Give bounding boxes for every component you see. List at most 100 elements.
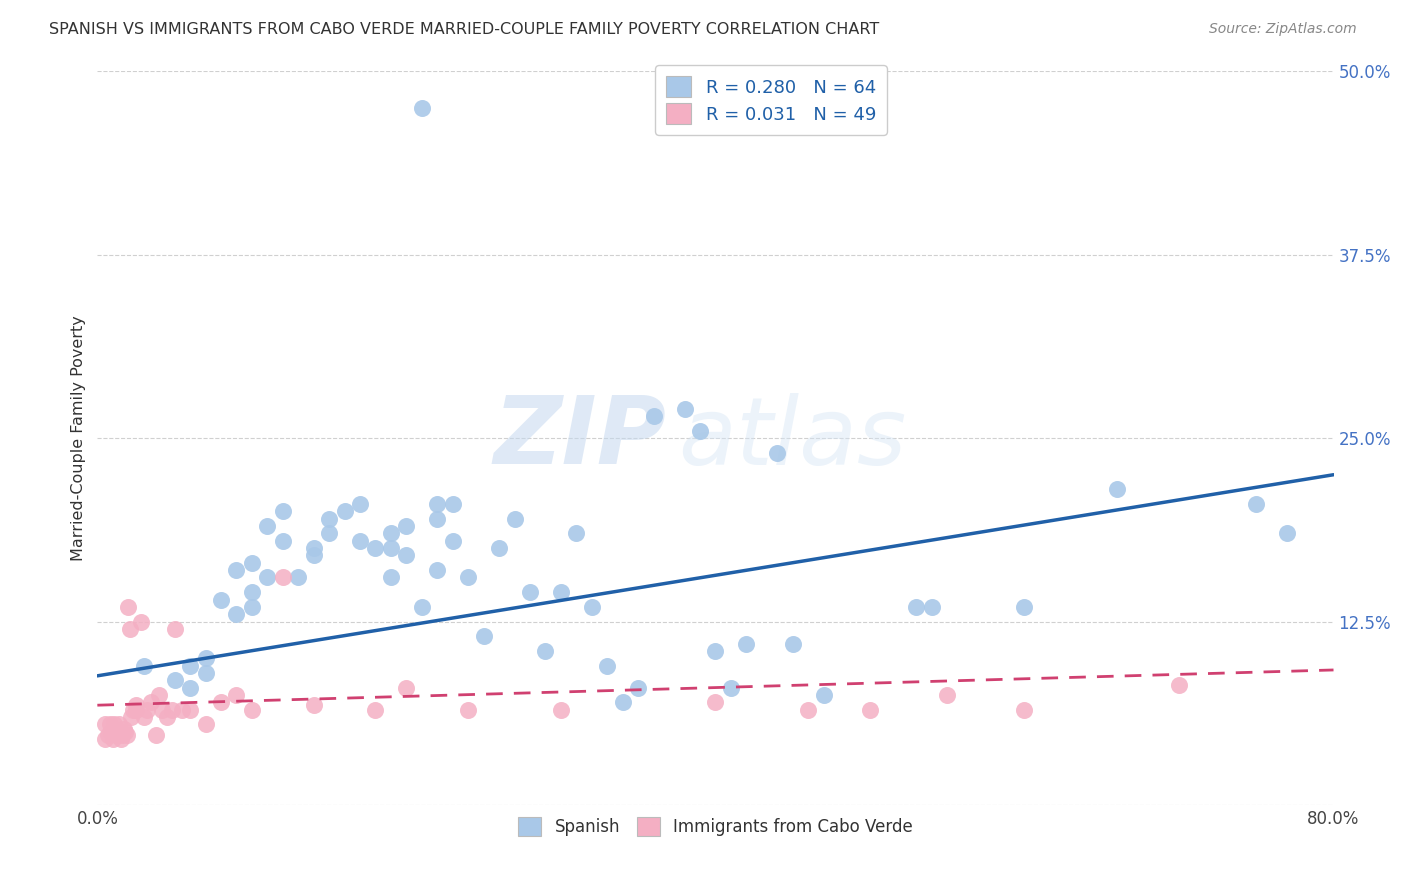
Point — [110, 731, 132, 746]
Point — [194, 665, 217, 680]
Point — [720, 681, 742, 695]
Point — [100, 724, 122, 739]
Point — [612, 695, 634, 709]
Point — [905, 599, 928, 614]
Point — [209, 695, 232, 709]
Point — [117, 599, 139, 614]
Point — [132, 658, 155, 673]
Point — [426, 497, 449, 511]
Point — [704, 644, 727, 658]
Point — [380, 541, 402, 555]
Text: Source: ZipAtlas.com: Source: ZipAtlas.com — [1209, 22, 1357, 37]
Point — [271, 504, 294, 518]
Point — [256, 519, 278, 533]
Point — [550, 703, 572, 717]
Point — [179, 681, 201, 695]
Point — [112, 722, 135, 736]
Point — [240, 556, 263, 570]
Point — [163, 673, 186, 688]
Point — [135, 703, 157, 717]
Point — [271, 570, 294, 584]
Point — [782, 636, 804, 650]
Y-axis label: Married-Couple Family Poverty: Married-Couple Family Poverty — [72, 315, 86, 561]
Point — [441, 497, 464, 511]
Point — [349, 497, 371, 511]
Point — [426, 512, 449, 526]
Point — [150, 703, 173, 717]
Point — [1107, 483, 1129, 497]
Point — [240, 703, 263, 717]
Point — [104, 727, 127, 741]
Point — [395, 519, 418, 533]
Point — [364, 541, 387, 555]
Point — [519, 585, 541, 599]
Point — [118, 622, 141, 636]
Point — [380, 526, 402, 541]
Point — [627, 681, 650, 695]
Point — [132, 710, 155, 724]
Point — [936, 688, 959, 702]
Point — [596, 658, 619, 673]
Point — [141, 695, 163, 709]
Point — [426, 563, 449, 577]
Point — [457, 570, 479, 584]
Point — [472, 629, 495, 643]
Point — [97, 727, 120, 741]
Point — [333, 504, 356, 518]
Text: ZIP: ZIP — [494, 392, 666, 484]
Point — [643, 409, 665, 423]
Point — [163, 622, 186, 636]
Point — [115, 727, 138, 741]
Point — [101, 731, 124, 746]
Point — [534, 644, 557, 658]
Point — [859, 703, 882, 717]
Point — [107, 724, 129, 739]
Point — [441, 533, 464, 548]
Point — [111, 727, 134, 741]
Point — [813, 688, 835, 702]
Point — [302, 549, 325, 563]
Point — [766, 446, 789, 460]
Legend: Spanish, Immigrants from Cabo Verde: Spanish, Immigrants from Cabo Verde — [509, 808, 921, 845]
Point — [318, 526, 340, 541]
Point — [125, 703, 148, 717]
Point — [179, 658, 201, 673]
Point — [287, 570, 309, 584]
Point — [114, 724, 136, 739]
Point — [1275, 526, 1298, 541]
Point — [122, 703, 145, 717]
Point — [160, 703, 183, 717]
Point — [689, 424, 711, 438]
Point — [1244, 497, 1267, 511]
Point — [194, 717, 217, 731]
Point — [581, 599, 603, 614]
Point — [145, 727, 167, 741]
Point — [302, 541, 325, 555]
Point — [225, 688, 247, 702]
Point — [98, 717, 121, 731]
Point — [172, 703, 194, 717]
Point — [148, 688, 170, 702]
Point — [488, 541, 510, 555]
Point — [349, 533, 371, 548]
Point — [318, 512, 340, 526]
Point — [120, 710, 142, 724]
Point — [565, 526, 588, 541]
Point — [411, 599, 433, 614]
Point — [194, 651, 217, 665]
Point — [380, 570, 402, 584]
Point — [797, 703, 820, 717]
Point — [225, 563, 247, 577]
Point — [704, 695, 727, 709]
Point — [550, 585, 572, 599]
Point — [1014, 703, 1036, 717]
Point — [271, 533, 294, 548]
Point — [156, 710, 179, 724]
Text: SPANISH VS IMMIGRANTS FROM CABO VERDE MARRIED-COUPLE FAMILY POVERTY CORRELATION : SPANISH VS IMMIGRANTS FROM CABO VERDE MA… — [49, 22, 880, 37]
Point — [411, 101, 433, 115]
Point — [103, 717, 125, 731]
Point — [364, 703, 387, 717]
Point — [225, 607, 247, 622]
Point — [240, 585, 263, 599]
Point — [503, 512, 526, 526]
